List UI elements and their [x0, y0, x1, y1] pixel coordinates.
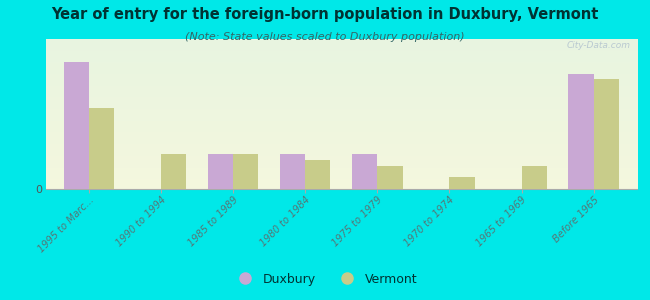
Bar [280, 154, 305, 189]
Bar [569, 74, 593, 189]
Bar [306, 160, 330, 189]
Bar [521, 166, 547, 189]
Legend: Duxbury, Vermont: Duxbury, Vermont [227, 268, 422, 291]
Bar [64, 62, 89, 189]
Bar [593, 80, 619, 189]
Bar [208, 154, 233, 189]
Text: City-Data.com: City-Data.com [567, 40, 631, 50]
Bar [233, 154, 258, 189]
Bar [161, 154, 186, 189]
Text: Year of entry for the foreign-born population in Duxbury, Vermont: Year of entry for the foreign-born popul… [51, 8, 599, 22]
Bar [352, 154, 377, 189]
Bar [89, 108, 114, 189]
Bar [377, 166, 402, 189]
Bar [449, 178, 474, 189]
Text: (Note: State values scaled to Duxbury population): (Note: State values scaled to Duxbury po… [185, 32, 465, 41]
